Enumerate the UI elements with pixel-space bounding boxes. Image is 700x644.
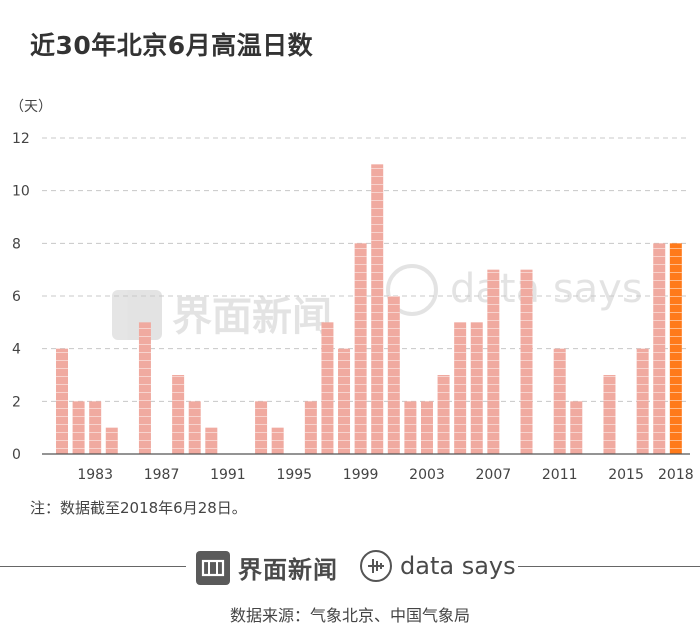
bar-texture-2000 — [371, 164, 384, 455]
bar-texture-1981 — [56, 348, 68, 454]
brand-logo: 界面新闻 — [196, 550, 338, 585]
data-says-name: data says — [400, 552, 516, 580]
x-tick-label: 1995 — [276, 467, 312, 483]
y-tick-label: 0 — [12, 447, 21, 463]
bar-texture-2001 — [387, 296, 400, 454]
y-tick-labels: 0 2 4 6 8 10 12 — [12, 131, 30, 463]
bar-texture-2009 — [520, 269, 533, 454]
x-tick-label: 1991 — [210, 467, 246, 483]
bar-texture-1989 — [188, 401, 201, 454]
brand-icon — [196, 550, 230, 585]
y-tick-label: 12 — [12, 131, 30, 147]
bar-chart: 界面新闻 data says 0 2 4 6 8 10 12 1983 1987 1991 199… — [10, 99, 694, 483]
x-tick-labels: 1983 1987 1991 1995 1999 2003 2007 2011 2015 2018 — [77, 467, 693, 483]
bars — [56, 164, 682, 455]
watermark-brand-text: 界面新闻 — [172, 294, 332, 340]
bar-texture-1996 — [304, 401, 317, 454]
bar-texture-2018 — [669, 243, 682, 454]
bar-texture-1982 — [72, 401, 85, 454]
x-tick-label: 1999 — [343, 467, 379, 483]
y-tick-label: 4 — [12, 342, 21, 358]
bar-texture-1984 — [105, 427, 118, 454]
bar-texture-2017 — [653, 243, 666, 454]
chart-title: 近30年北京6月高温日数 — [30, 31, 314, 60]
bar-texture-1986 — [138, 322, 151, 454]
bar-texture-1998 — [338, 348, 351, 454]
bar-texture-2014 — [603, 375, 616, 454]
footnote: 注：数据截至2018年6月28日。 — [30, 499, 247, 517]
data-says-logo: data says — [360, 550, 516, 582]
bar-texture-2016 — [636, 348, 649, 454]
x-tick-label: 2015 — [608, 467, 644, 483]
bar-texture-1983 — [89, 401, 102, 454]
brand-name: 界面新闻 — [238, 556, 338, 584]
x-tick-label: 2018 — [658, 467, 694, 483]
y-axis-label: （天） — [10, 99, 52, 115]
bar-texture-1988 — [172, 375, 185, 454]
footer-divider-right — [518, 566, 700, 567]
watermark-ds-icon — [386, 264, 438, 316]
bar-texture-1990 — [205, 427, 218, 454]
watermark-ds-text: data says — [450, 266, 643, 312]
x-tick-label: 1987 — [144, 467, 180, 483]
bar-texture-2003 — [420, 401, 433, 454]
bar-texture-2005 — [454, 322, 467, 454]
y-tick-label: 8 — [12, 236, 21, 252]
y-tick-label: 2 — [12, 394, 21, 410]
bar-texture-2006 — [470, 322, 483, 454]
x-tick-label: 2007 — [476, 467, 512, 483]
bar-texture-1994 — [271, 427, 284, 454]
data-source: 数据来源：气象北京、中国气象局 — [229, 606, 470, 625]
bar-texture-1999 — [354, 243, 367, 454]
y-tick-label: 10 — [12, 184, 30, 200]
bar-texture-2012 — [570, 401, 583, 454]
bar-texture-1997 — [321, 322, 334, 454]
bar-texture-2002 — [404, 401, 417, 454]
data-says-icon — [360, 550, 392, 582]
y-tick-label: 6 — [12, 289, 21, 305]
x-tick-label: 2011 — [542, 467, 578, 483]
x-tick-label: 1983 — [77, 467, 113, 483]
bar-texture-2004 — [437, 375, 450, 454]
bar-texture-1993 — [255, 401, 268, 454]
x-tick-label: 2003 — [409, 467, 445, 483]
footer-divider-left — [0, 566, 186, 567]
bar-texture-2011 — [553, 348, 566, 454]
bar-texture-2007 — [487, 269, 500, 454]
watermark-brand-icon — [112, 290, 162, 340]
